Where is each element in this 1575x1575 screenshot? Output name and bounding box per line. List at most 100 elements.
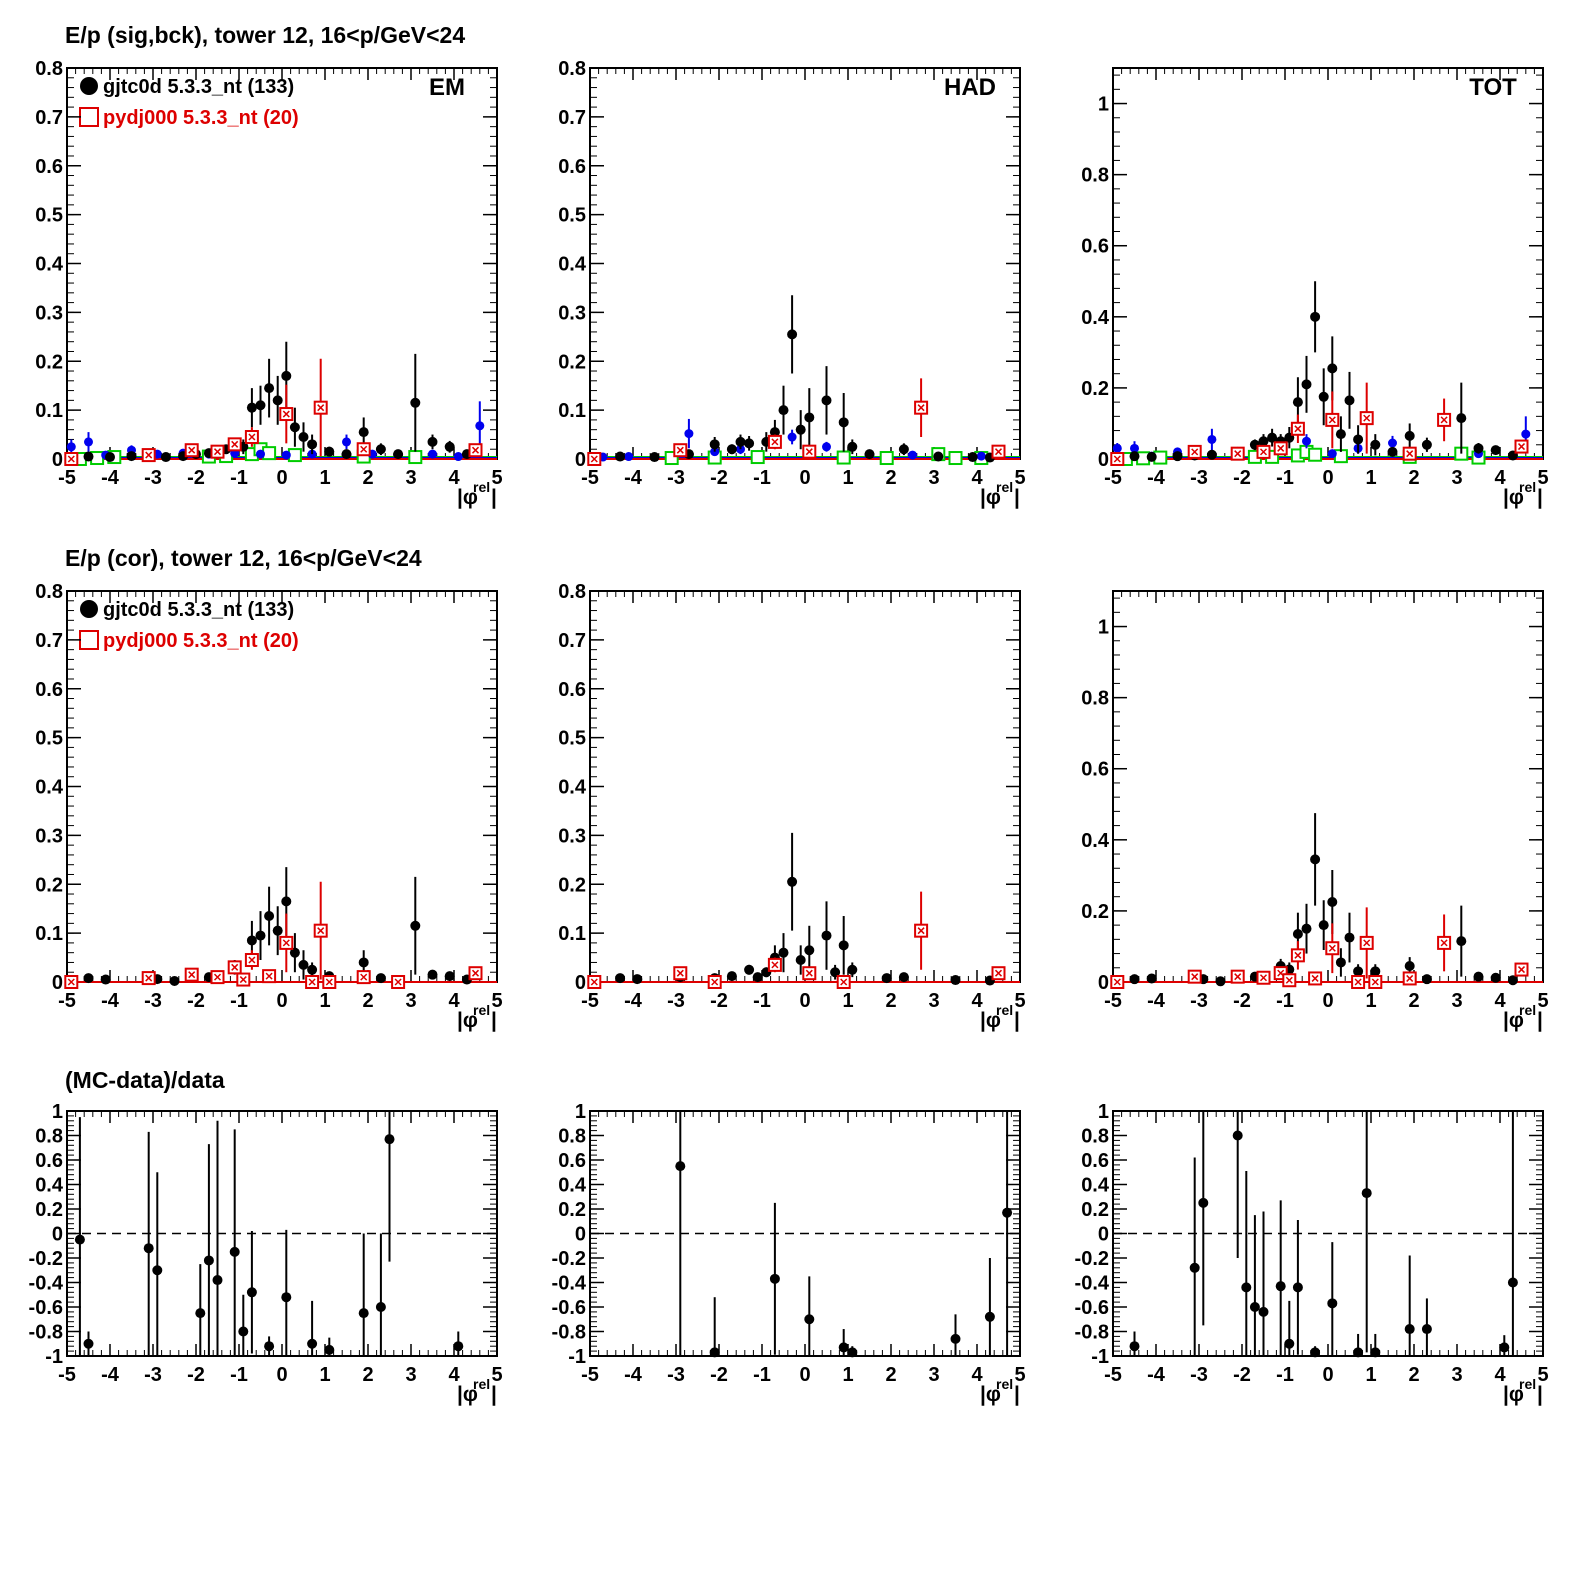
point-mc-cross — [1328, 416, 1336, 424]
point-data — [298, 432, 309, 443]
point-data — [105, 452, 115, 463]
point-data — [787, 329, 798, 340]
point-data — [1002, 1207, 1013, 1218]
point-data — [83, 1338, 94, 1349]
y-tick-label: 0.8 — [35, 58, 63, 80]
plot-frame — [1112, 67, 1544, 460]
y-tick-label: 1 — [52, 1101, 63, 1123]
point-data — [246, 402, 257, 413]
x-tick-label: -2 — [1233, 467, 1251, 489]
y-tick-label: 0.4 — [1081, 830, 1110, 852]
x-tick-label: -4 — [1147, 467, 1166, 489]
x-tick-label: -2 — [187, 1364, 205, 1386]
point-data — [272, 925, 283, 936]
point-data — [933, 451, 944, 462]
point-data — [238, 1326, 249, 1337]
point-mc-cross — [67, 455, 75, 463]
y-tick-label: -0.4 — [29, 1273, 64, 1295]
point-mc-cross — [1234, 973, 1242, 981]
x-tick-label: -5 — [1104, 1364, 1122, 1386]
point-bck_data — [453, 452, 463, 462]
point-bck_mc — [1333, 449, 1348, 464]
y-tick-label: 0 — [575, 1224, 586, 1246]
x-tick-label: 1 — [319, 467, 330, 489]
point-data — [212, 1275, 223, 1286]
point-data — [1473, 971, 1484, 982]
y-tick-label: 0.7 — [35, 107, 63, 129]
point-data — [847, 1347, 858, 1358]
point-data — [1370, 966, 1381, 977]
point-data — [821, 395, 832, 406]
point-bck_data — [908, 450, 917, 460]
y-tick-label: 0.8 — [1081, 165, 1109, 187]
point-mc-cross — [1311, 974, 1319, 982]
y-tick-label: 0.4 — [558, 777, 587, 799]
point-data — [709, 439, 720, 450]
x-tick-label: -2 — [710, 990, 728, 1012]
point-data — [152, 1265, 163, 1276]
x-tick-label: -1 — [753, 467, 771, 489]
y-tick-label: 0.6 — [558, 156, 586, 178]
y-tick-label: 0 — [575, 972, 586, 994]
point-data — [1129, 974, 1140, 985]
point-mc-cross — [1259, 448, 1268, 456]
point-data — [1275, 1281, 1286, 1292]
y-tick-label: -0.2 — [29, 1248, 63, 1270]
y-tick-label: 0.7 — [558, 107, 586, 129]
y-tick-label: 0.4 — [558, 254, 587, 276]
point-data — [1421, 439, 1432, 450]
x-tick-label: 5 — [491, 990, 502, 1012]
point-mc-cross — [805, 448, 813, 456]
x-tick-label: 1 — [1365, 467, 1376, 489]
point-data — [1327, 897, 1338, 908]
point-mc-cross — [145, 451, 153, 459]
x-tick-label: -4 — [624, 467, 643, 489]
point-data — [444, 971, 455, 982]
x-tick-label: 4 — [971, 1364, 983, 1386]
point-data — [1198, 1197, 1209, 1208]
x-tick-label: -3 — [1190, 467, 1208, 489]
point-data — [410, 397, 421, 408]
point-bck_data — [684, 429, 694, 439]
plot-frame — [589, 590, 1021, 983]
y-tick-label: 0.1 — [35, 400, 63, 422]
point-data — [795, 424, 806, 435]
x-tick-label: 1 — [319, 1364, 330, 1386]
row-title: E/p (sig,bck), tower 12, 16<p/GeV<24 — [65, 22, 465, 48]
x-tick-label: 3 — [405, 990, 416, 1012]
point-data — [1292, 929, 1303, 940]
point-mc-cross — [188, 971, 196, 979]
point-data — [195, 1308, 206, 1319]
point-mc-cross — [676, 969, 684, 977]
point-mc-cross — [325, 978, 333, 986]
point-bck_data — [428, 449, 437, 459]
x-tick-label: -1 — [230, 467, 248, 489]
point-bck_data — [1112, 443, 1122, 453]
point-data — [1507, 975, 1518, 986]
point-mc-cross — [1371, 978, 1379, 986]
x-tick-label: -1 — [1276, 990, 1294, 1012]
y-tick-label: 0.1 — [558, 400, 586, 422]
point-data — [1206, 449, 1217, 460]
point-mc-cross — [994, 448, 1003, 456]
x-tick-label: -5 — [581, 1364, 599, 1386]
x-tick-label: -2 — [187, 467, 205, 489]
x-tick-label: -4 — [624, 990, 643, 1012]
point-mc-cross — [1113, 455, 1121, 463]
point-data — [1404, 430, 1415, 441]
point-data — [453, 1341, 464, 1352]
point-data — [1456, 413, 1467, 424]
point-mc-cross — [1440, 416, 1448, 424]
x-tick-label: 0 — [799, 467, 810, 489]
y-tick-label: 0.6 — [1081, 236, 1109, 258]
point-data — [1284, 1338, 1295, 1349]
y-tick-label: 0.6 — [1081, 1150, 1109, 1172]
point-mc-cross — [248, 956, 256, 964]
point-data — [264, 1341, 275, 1352]
y-tick-label: -1 — [568, 1346, 586, 1368]
x-tick-label: 5 — [1014, 990, 1025, 1012]
point-data — [1335, 429, 1346, 440]
point-data — [160, 452, 171, 463]
x-axis-label: |φ — [980, 486, 1001, 509]
